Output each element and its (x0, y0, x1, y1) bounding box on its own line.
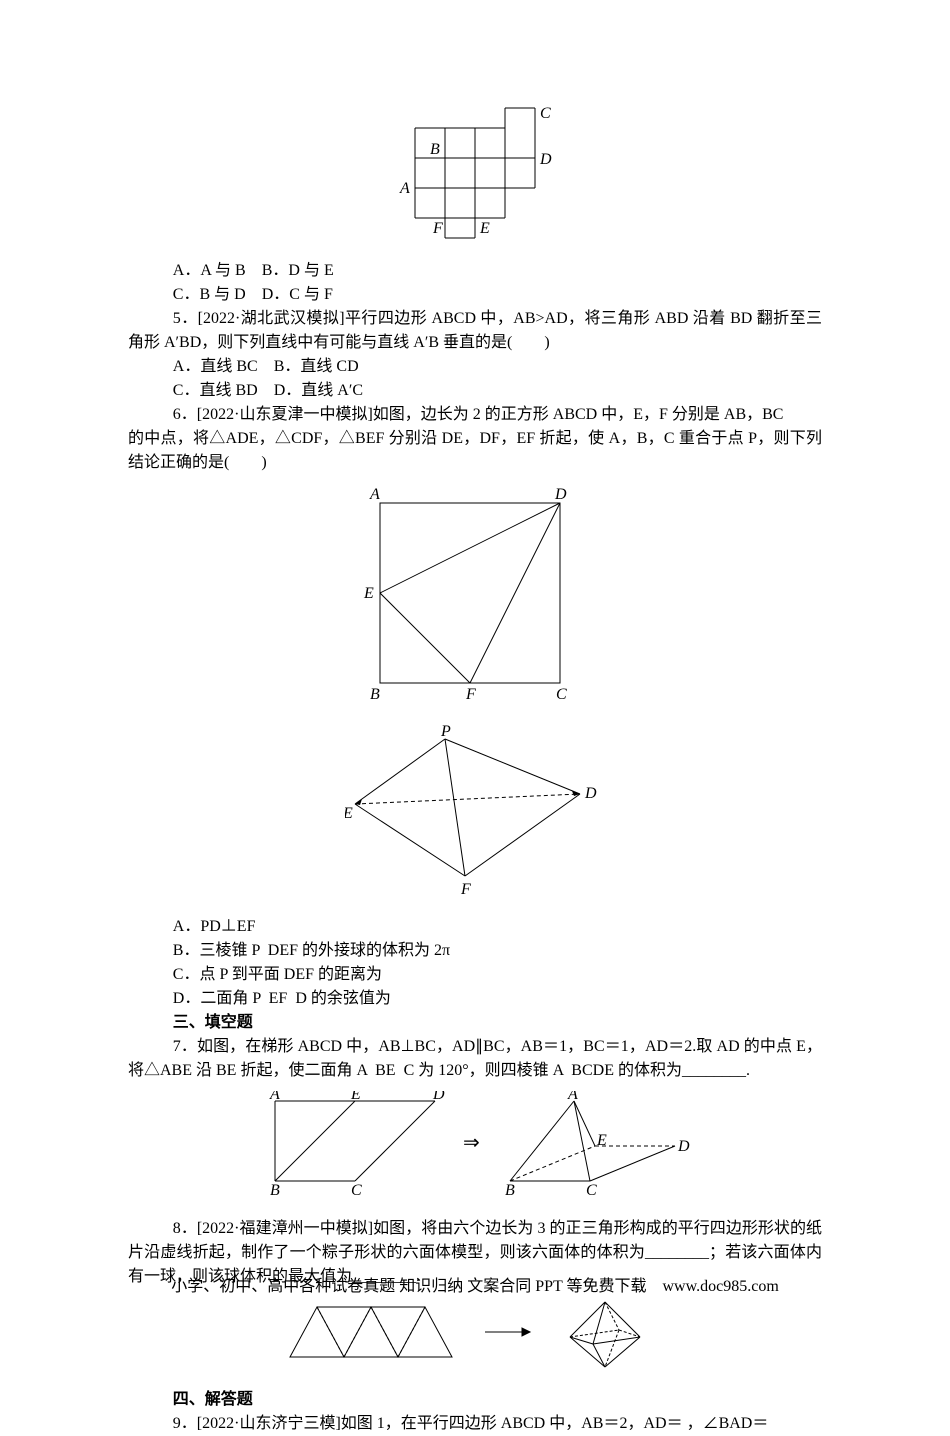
q6-stem2: 的中点，将△ADE，△CDF，△BEF 分别沿 DE，DF，EF 折起，使 A，… (128, 427, 822, 475)
q5-optB: B．直线 CD (274, 358, 359, 375)
q4-optD: D．C 与 F (262, 286, 333, 303)
q8-figure (128, 1297, 822, 1380)
label-A: A (399, 180, 410, 197)
q6-figure-b: P D E F (128, 724, 822, 907)
label-B: B (430, 141, 440, 158)
label-F: F (432, 220, 443, 237)
q4-optA: A．A 与 B (173, 262, 246, 279)
q5-optD: D．直线 A′C (274, 382, 363, 399)
label-E: E (479, 220, 490, 237)
label-E: E (363, 585, 374, 602)
q6-figure-a: A D E B F C (128, 483, 822, 716)
q6-optB: B．三棱锥 P ­ DEF 的外接球的体积为 2π (128, 939, 822, 963)
q7-figure: A E D B C ⇒ A E D B (128, 1091, 822, 1209)
l-B: B (270, 1182, 280, 1199)
q5-optA: A．直线 BC (173, 358, 258, 375)
label-D: D (554, 486, 567, 503)
section-3-heading: 三、填空题 (128, 1011, 822, 1035)
l-A: A (269, 1091, 280, 1103)
arrow-icon: ⇒ (463, 1132, 480, 1154)
r-E: E (596, 1132, 607, 1149)
label-F: F (465, 686, 476, 703)
l-E: E (350, 1091, 361, 1103)
q7-stem: 7．如图，在梯形 ABCD 中，AB⊥BC，AD∥BC，AB＝1，BC＝1，AD… (128, 1035, 822, 1083)
label-A: A (369, 486, 380, 503)
label-C: C (540, 105, 551, 122)
label-D: D (584, 785, 597, 802)
q4-figure: A B C D E F (128, 103, 822, 251)
footer-text: 小学、初中、高中各种试卷真题 知识归纳 文案合同 PPT 等免费下载 www.d… (0, 1275, 950, 1299)
l-C: C (351, 1182, 362, 1199)
q6-optA: A．PD⊥EF (128, 915, 822, 939)
q5-optC: C．直线 BD (173, 382, 258, 399)
r-A: A (567, 1091, 578, 1103)
l-D: D (432, 1091, 445, 1103)
label-B: B (370, 686, 380, 703)
label-F: F (460, 881, 471, 898)
section-4-heading: 四、解答题 (128, 1388, 822, 1412)
r-D: D (677, 1138, 690, 1155)
label-P: P (440, 724, 451, 740)
q6-stem1: 6．[2022·山东夏津一中模拟]如图，边长为 2 的正方形 ABCD 中，E，… (128, 403, 822, 427)
label-E: E (345, 805, 353, 822)
q6-optD: D．二面角 P ­ EF ­ D 的余弦值为 (128, 987, 822, 1011)
q9-stem: 9．[2022·山东济宁三模]如图 1，在平行四边形 ABCD 中，AB＝2，A… (128, 1412, 822, 1436)
r-B: B (505, 1182, 515, 1199)
label-C: C (556, 686, 567, 703)
label-D: D (539, 151, 552, 168)
q4-optC: C．B 与 D (173, 286, 246, 303)
q5-stem: 5．[2022·湖北武汉模拟]平行四边形 ABCD 中，AB>AD，将三角形 A… (128, 307, 822, 355)
q6-optC: C．点 P 到平面 DEF 的距离为 (128, 963, 822, 987)
r-C: C (586, 1182, 597, 1199)
q4-optB: B．D 与 E (262, 262, 334, 279)
